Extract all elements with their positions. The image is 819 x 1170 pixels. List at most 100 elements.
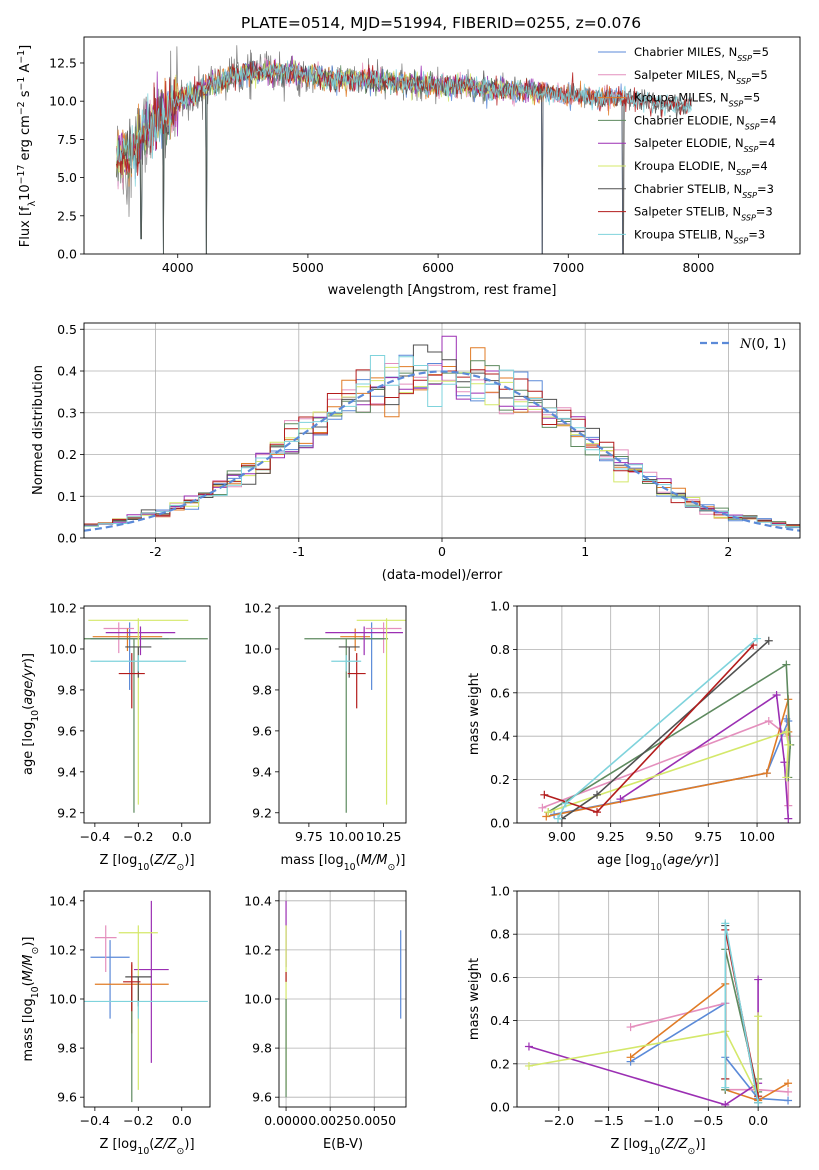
age_vs_Z-axes: −0.4 −0.2 0.0 9.2 9.4 9.6 9.8 10.0 10.2 — [49, 601, 208, 844]
y-tick-label: 0.8 — [490, 927, 510, 942]
legend-symbol: N — [739, 337, 752, 352]
weight-marker — [626, 1053, 635, 1062]
axis-label-part: 10 — [344, 862, 356, 873]
weight-marker — [616, 795, 625, 804]
legend-tail: =4 — [758, 136, 775, 150]
y-tick-label: 0.0 — [57, 247, 77, 262]
legend-sub: SSP — [734, 236, 749, 245]
y-tick-label: 5.0 — [57, 170, 77, 185]
x-tick-label: 8000 — [683, 260, 715, 275]
axis-label-part: )] — [709, 853, 719, 868]
x-axis-label: wavelength [Angstrom, rest frame] — [328, 283, 557, 298]
x-tick-label: 9.75 — [694, 829, 722, 844]
x-tick-label: 0.0000 — [264, 1113, 308, 1128]
mass_vs_EBV-spines — [278, 890, 407, 1108]
x-tick-label: -2 — [149, 544, 161, 559]
weight-marker — [553, 814, 562, 823]
weight-marker — [784, 814, 793, 823]
legend-args: (0, 1) — [751, 337, 786, 352]
residual_histogram-spines — [83, 322, 801, 539]
axis-label-part: Z/Z — [664, 1137, 688, 1152]
x-tick-label: −1.5 — [593, 1113, 623, 1128]
x-tick-label: 9.25 — [597, 829, 625, 844]
x-axis-label: age [log10(age/yr)] — [597, 853, 719, 873]
age_vs_Z-spines — [83, 605, 211, 824]
y-tick-label: 10.4 — [49, 893, 77, 908]
error-point — [94, 925, 117, 972]
y-tick-label: 10.0 — [244, 992, 272, 1007]
mass_vs_EBV-points — [285, 900, 402, 1098]
weight-marker — [753, 634, 762, 643]
y-tick-label: 2.5 — [57, 208, 77, 223]
error-point — [84, 1000, 208, 1019]
weight-marker — [784, 740, 793, 749]
weight-marker — [754, 1012, 763, 1021]
axis-label-part: 10 — [650, 862, 662, 873]
legend-tail: =5 — [752, 45, 769, 59]
y-tick-label: 9.4 — [57, 764, 77, 779]
x-tick-label: 9.75 — [295, 829, 323, 844]
legend-text: Chabrier STELIB, N — [634, 182, 742, 196]
error-point — [84, 638, 208, 813]
weight-marker — [754, 1098, 763, 1107]
axis-label-part: ⊙ — [387, 862, 395, 873]
weight-marker — [626, 1023, 635, 1032]
legend-label: Salpeter STELIB, NSSP=3 — [634, 205, 773, 223]
mass_vs_Z-spines — [83, 890, 211, 1108]
y-tick-label: 0.2 — [490, 772, 510, 787]
x-tick-label: −0.2 — [123, 1113, 153, 1128]
error-point — [118, 653, 145, 709]
axis-label-part: mass [log — [281, 853, 344, 868]
axis-label-part: 10 — [137, 1146, 149, 1157]
x-tick-label: 2 — [724, 544, 732, 559]
x-tick-label: 4000 — [162, 260, 194, 275]
hist-lines — [84, 335, 800, 538]
x-tick-label: 0.0 — [748, 1113, 768, 1128]
weight-marker — [764, 717, 773, 726]
error-point — [105, 626, 176, 656]
error-point — [338, 646, 360, 678]
y-tick-label: 0.3 — [57, 405, 77, 420]
legend-sub: SSP — [736, 168, 751, 177]
figure-title: PLATE=0514, MJD=51994, FIBERID=0255, z=0… — [241, 14, 641, 32]
axis-label-part: −1 — [16, 77, 27, 91]
axis-label-part: ( — [356, 853, 361, 868]
legend-label: Chabrier STELIB, NSSP=3 — [634, 182, 774, 200]
legend-tail: =5 — [751, 68, 768, 82]
mass_weight_vs_Z-spines — [516, 890, 801, 1108]
y-tick-label: 9.2 — [252, 805, 272, 820]
y-tick-label: 9.8 — [252, 682, 272, 697]
x-tick-label: 0 — [438, 544, 446, 559]
legend-text: Chabrier ELODIE, N — [634, 113, 745, 127]
legend-sub: SSP — [742, 190, 757, 199]
y-axis-label: mass [log10(M/M⊙)] — [21, 937, 41, 1062]
axis-label-part: 10 — [648, 1146, 660, 1157]
axis-label-part: erg cm — [18, 115, 33, 164]
mass_weight_vs_Z-axes: −2.0 −1.5 −1.0 −0.5 0.0 0.0 0.2 0.4 0.6 0.8 1.0 — [490, 884, 800, 1128]
y-tick-label: 9.6 — [57, 1090, 77, 1105]
weight-marker — [538, 803, 547, 812]
axis-label-part: ( — [21, 705, 36, 710]
weight-line — [528, 1016, 759, 1097]
legend-tail: =4 — [760, 113, 777, 127]
legend-label: N(0, 1) — [739, 337, 786, 352]
y-tick-label: 9.2 — [57, 805, 77, 820]
y-tick-label: 9.4 — [252, 764, 272, 779]
x-tick-label: −2.0 — [544, 1113, 574, 1128]
y-tick-label: 0.1 — [57, 489, 77, 504]
y-tick-label: 10.2 — [49, 601, 77, 616]
axis-label-part: age [log — [597, 853, 650, 868]
y-tick-label: 0.6 — [490, 970, 510, 985]
axis-label-part: ( — [149, 853, 154, 868]
axis-label-part: ( — [21, 981, 36, 986]
weight-marker — [772, 690, 781, 699]
x-tick-label: −0.2 — [123, 829, 153, 844]
error-point — [331, 655, 362, 672]
x-tick-label: 0.0 — [172, 1113, 192, 1128]
legend-label: Kroupa MILES, NSSP=5 — [634, 91, 760, 109]
x-tick-label: 0.0025 — [308, 1113, 352, 1128]
axis-label-part: ( — [660, 1137, 665, 1152]
axis-label-part: Z/Z — [153, 853, 177, 868]
weight-marker — [524, 1042, 533, 1051]
axis-label-part: −17 — [16, 165, 27, 185]
